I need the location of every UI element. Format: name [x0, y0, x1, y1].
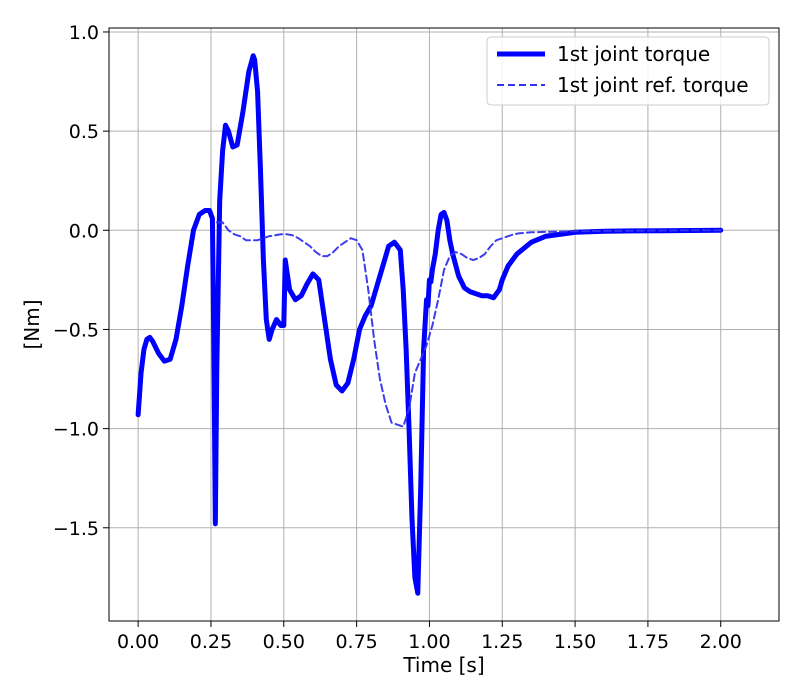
- y-tick-label: 1.0: [69, 22, 99, 44]
- y-tick-label: 0.5: [69, 121, 99, 143]
- legend-label-reference: 1st joint ref. torque: [557, 73, 749, 97]
- y-tick-label: −1.0: [53, 419, 99, 441]
- x-tick-label: 1.75: [627, 631, 669, 653]
- y-tick-label: −0.5: [53, 319, 99, 341]
- ticks: 0.00 0.25 0.50 0.75 1.00 1.25 1.50 1.75 2.00 1.0 0…: [53, 22, 742, 653]
- x-tick-label: 0.00: [117, 631, 159, 653]
- plot-frame: [108, 27, 780, 622]
- x-tick-label: 0.25: [190, 631, 232, 653]
- grid: [109, 28, 779, 621]
- x-tick-label: 1.50: [554, 631, 596, 653]
- reference-torque-series-line: [215, 221, 722, 428]
- y-axis-label: [Nm]: [20, 299, 44, 349]
- x-axis-label: Time [s]: [402, 653, 484, 677]
- y-tick-label: 0.0: [69, 220, 99, 242]
- x-tick-label: 1.25: [481, 631, 523, 653]
- legend-box: [486, 36, 770, 106]
- legend-label-torque: 1st joint torque: [557, 42, 710, 66]
- x-tick-label: 2.00: [700, 631, 742, 653]
- x-tick-label: 0.50: [263, 631, 305, 653]
- legend: 1st joint torque 1st joint ref. torque: [486, 36, 770, 106]
- y-tick-label: −1.5: [53, 518, 99, 540]
- x-tick-label: 0.75: [335, 631, 377, 653]
- torque-series-line: [135, 53, 724, 596]
- series-layer: [135, 53, 724, 596]
- x-tick-label: 1.00: [408, 631, 450, 653]
